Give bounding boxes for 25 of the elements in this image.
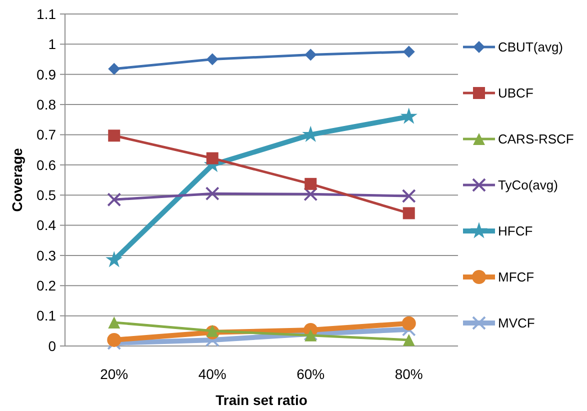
legend-label: CBUT(avg) bbox=[498, 40, 564, 55]
y-tick-label: 1 bbox=[48, 36, 56, 52]
y-tick-label: 0.6 bbox=[36, 156, 56, 173]
x-tick-label: 60% bbox=[296, 366, 325, 382]
x-axis-title: Train set ratio bbox=[216, 392, 308, 408]
y-tick-label: 0.7 bbox=[36, 126, 56, 143]
y-tick-label: 0.1 bbox=[36, 308, 56, 324]
x-tick-label: 40% bbox=[198, 366, 226, 382]
y-tick-label: 0.5 bbox=[36, 186, 56, 203]
legend-label: MVCF bbox=[498, 316, 535, 331]
y-axis-title: Coverage bbox=[9, 148, 25, 212]
y-tick-label: 0.2 bbox=[36, 278, 56, 294]
legend-label: CARS-RSCF bbox=[498, 132, 574, 147]
y-tick-label: 0.3 bbox=[36, 247, 56, 264]
y-tick-label: 0.8 bbox=[36, 96, 56, 112]
x-tick-label: 80% bbox=[394, 366, 423, 382]
legend-label: HFCF bbox=[498, 224, 533, 239]
y-tick-label: 1.1 bbox=[36, 6, 56, 22]
x-tick-label: 20% bbox=[100, 366, 128, 382]
legend-label: MFCF bbox=[498, 270, 534, 285]
y-tick-label: 0.9 bbox=[36, 66, 56, 82]
legend-label: TyCo(avg) bbox=[498, 178, 558, 193]
y-tick-label: 0 bbox=[48, 338, 56, 354]
y-tick-label: 0.4 bbox=[36, 217, 56, 234]
legend-label: UBCF bbox=[498, 86, 534, 101]
